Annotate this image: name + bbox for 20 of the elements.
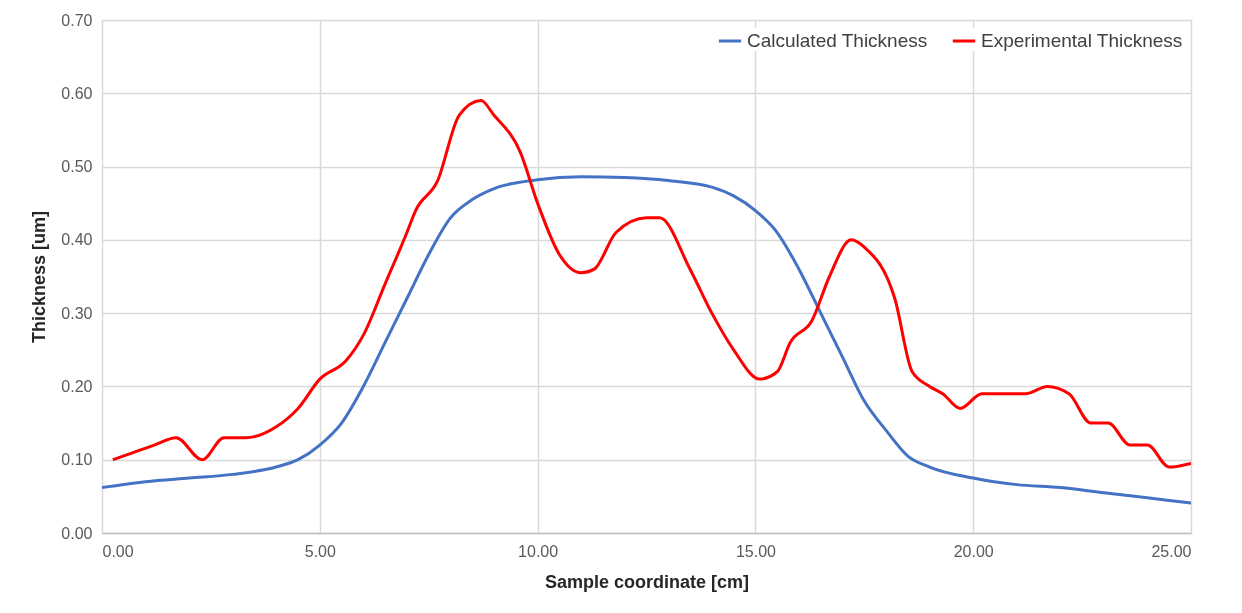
x-tick-label: 10.00: [518, 542, 559, 560]
y-tick-label: 0.30: [61, 304, 93, 322]
x-tick-label: 0.00: [102, 542, 134, 560]
x-tick-label: 20.00: [953, 542, 994, 560]
x-axis-title: Sample coordinate [cm]: [544, 571, 750, 592]
y-tick-label: 0.20: [61, 377, 93, 395]
y-tick-label: 0.50: [61, 158, 93, 176]
y-tick-label: 0.70: [61, 11, 93, 29]
x-tick-label: 25.00: [1151, 542, 1192, 560]
y-axis-title: Thickness [um]: [29, 210, 50, 344]
y-tick-label: 0.60: [61, 84, 93, 102]
line-series: [111, 99, 1191, 469]
legend-label: Experimental Thickness: [981, 30, 1183, 51]
x-tick-label: 5.00: [304, 542, 336, 560]
y-tick-label: 0.40: [61, 231, 93, 249]
legend-label: Calculated Thickness: [747, 30, 928, 51]
x-tick-label: 15.00: [735, 542, 777, 560]
y-tick-label: 0.10: [61, 451, 93, 469]
y-tick-label: 0.00: [61, 524, 93, 542]
line-series: [102, 175, 1191, 505]
